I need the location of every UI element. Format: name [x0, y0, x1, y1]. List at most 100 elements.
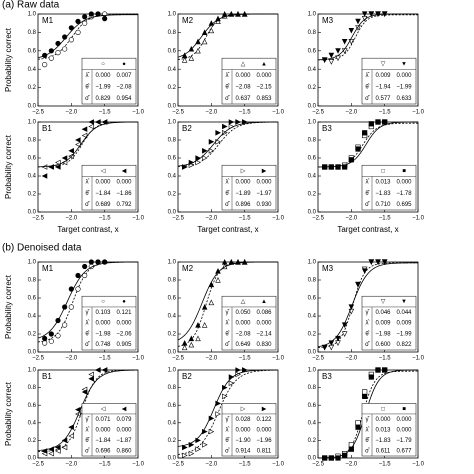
panel-title: B2 [182, 124, 192, 133]
table-row-label: σ̂ [85, 202, 90, 208]
y-tick-label: 1.0 [308, 12, 317, 18]
table-cell: 0.000 [235, 427, 251, 433]
marker [241, 11, 248, 17]
marker [48, 48, 54, 54]
marker [182, 164, 188, 170]
fit-curve [177, 261, 278, 341]
marker [228, 374, 235, 380]
fit-curve [177, 121, 279, 167]
y-tick-label: 1.0 [28, 260, 37, 266]
table-cell: 0.000 [256, 427, 272, 433]
table-cell: −1.79 [396, 438, 412, 444]
x-tick-label: −2.5 [172, 216, 185, 222]
table-row-label: γ̂ [366, 310, 370, 316]
table-cell: 0.044 [396, 310, 412, 316]
marker [208, 27, 215, 34]
plot-frame [177, 121, 279, 213]
table-row-label: γ̂ [86, 417, 90, 423]
table-row-label: θ̂ [365, 438, 369, 444]
marker [75, 272, 81, 279]
y-tick-label: 1.0 [308, 120, 317, 126]
marker [48, 164, 54, 170]
x-tick-label: −2.5 [312, 216, 325, 222]
marker [95, 259, 101, 265]
marker [41, 173, 48, 179]
x-tick-label: −2.0 [205, 462, 218, 468]
marker [55, 317, 61, 324]
marker [361, 268, 368, 274]
y-tick-label: 0.8 [308, 278, 317, 284]
table-cell: 0.830 [256, 342, 272, 348]
marker [328, 59, 335, 65]
marker [208, 148, 215, 154]
marker [328, 340, 335, 346]
y-tick-label: 0.4 [308, 314, 317, 320]
x-tick-label: −1.0 [132, 110, 145, 116]
x-tick-label: −2.0 [205, 216, 218, 222]
marker [55, 50, 61, 56]
x-tick-label: −2.0 [205, 356, 218, 362]
table-cell: 0.122 [256, 417, 272, 423]
table-cell: 0.009 [396, 321, 412, 327]
y-tick-label: 1.0 [168, 260, 177, 266]
marker [75, 137, 81, 143]
fit-curve [37, 121, 139, 168]
table-cell: 0.013 [375, 427, 391, 433]
x-tick-label: −2.5 [32, 356, 45, 362]
table-header: △ [241, 61, 246, 67]
table-row-label: σ̂ [365, 202, 370, 208]
y-tick-label: 0.8 [28, 138, 37, 144]
marker [88, 119, 94, 125]
y-tick-label: 0.4 [28, 67, 37, 73]
y-tick-label: 0.8 [308, 385, 317, 391]
x-tick-label: −1.0 [272, 110, 285, 116]
marker [101, 119, 108, 125]
table-row-label: λ̂ [86, 73, 90, 79]
y-tick-label: 0.0 [308, 104, 317, 110]
panel-title: M2 [182, 16, 194, 25]
y-tick-label: 0.0 [28, 350, 37, 356]
marker [322, 164, 328, 170]
marker [348, 446, 354, 452]
marker [328, 164, 334, 170]
marker [48, 446, 54, 452]
marker [195, 38, 201, 45]
table-box [361, 403, 417, 457]
x-tick-label: −2.5 [172, 110, 185, 116]
table-box [81, 57, 137, 105]
table-header: △ [241, 299, 246, 305]
panel-title: M3 [322, 16, 334, 25]
plot-frame [37, 13, 139, 107]
plot-frame [37, 261, 139, 353]
plot-frame [177, 261, 279, 353]
marker [75, 286, 81, 292]
x-tick-label: −2.0 [65, 356, 78, 362]
table-cell: 0.649 [235, 342, 251, 348]
table-box [361, 164, 417, 211]
y-tick-label: 0.8 [168, 138, 177, 144]
table-row-label: θ̂ [85, 84, 89, 90]
y-tick-label: 0.6 [308, 403, 317, 409]
marker [375, 119, 381, 125]
marker [375, 259, 381, 265]
marker [202, 428, 208, 435]
y-tick-label: 1.0 [168, 120, 177, 126]
marker [208, 281, 215, 288]
table-cell: 0.000 [95, 73, 111, 79]
marker [221, 259, 228, 265]
y-tick-label: 0.0 [308, 210, 317, 216]
table-cell: 0.930 [256, 202, 272, 208]
x-tick-label: −1.0 [412, 356, 425, 362]
table-row-label: γ̂ [226, 417, 230, 423]
marker [188, 450, 195, 457]
table-header: ◀ [122, 406, 127, 412]
y-tick-label: 0.4 [168, 67, 177, 73]
table-cell: 0.611 [376, 448, 391, 454]
x-tick-label: −1.5 [99, 356, 112, 362]
table-cell: 0.000 [256, 321, 272, 327]
marker [195, 47, 201, 54]
marker [68, 25, 74, 31]
x-tick-label: −2.5 [312, 110, 325, 116]
marker [222, 384, 228, 391]
marker [95, 119, 101, 125]
